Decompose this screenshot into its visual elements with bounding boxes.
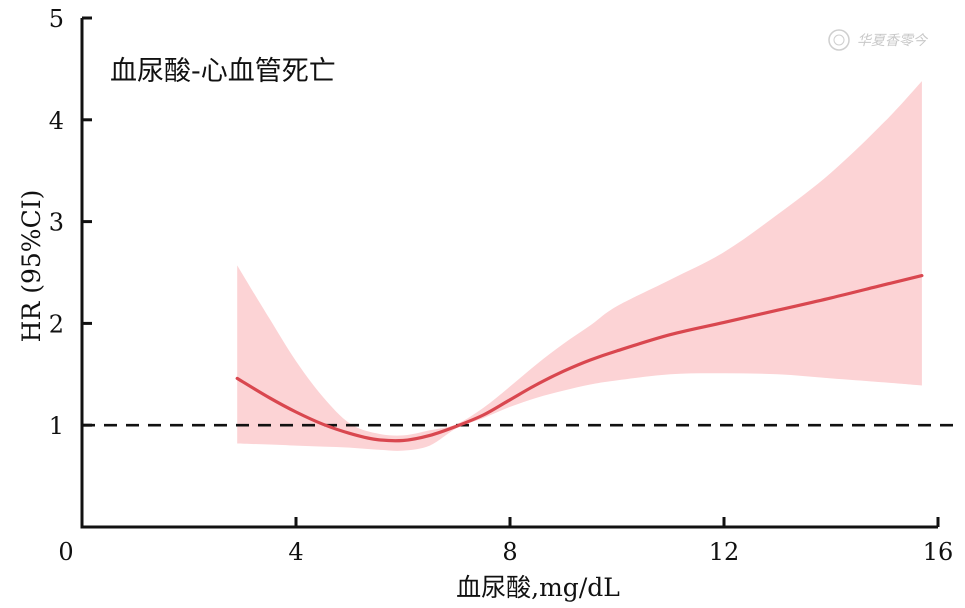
x-axis-title: 血尿酸,mg/dL (456, 573, 620, 602)
y-axis-title: HR (95%CI) (17, 190, 46, 343)
hr-curve (235, 274, 924, 443)
y-tick-label: 4 (49, 107, 64, 135)
y-tick-label: 3 (49, 209, 64, 237)
y-tick-label: 2 (49, 310, 64, 338)
watermark: 华夏香零今 (828, 29, 929, 51)
watermark-text: 华夏香零今 (857, 33, 929, 49)
x-tick-label: 8 (502, 538, 517, 566)
x-tick-label: 4 (288, 538, 303, 566)
x-tick-label: 0 (58, 538, 73, 566)
chart-title: 血尿酸-心血管死亡 (110, 56, 336, 87)
y-tick-label: 1 (49, 412, 64, 440)
hr-line-layer (235, 274, 924, 443)
ci-band (237, 81, 922, 451)
x-tick-label: 16 (923, 538, 954, 566)
ci-band-layer (237, 81, 922, 451)
x-tick-label: 12 (709, 538, 740, 566)
watermark-seal-icon (828, 29, 850, 51)
axes (80, 16, 940, 529)
watermark-seal-inner-icon (833, 34, 845, 46)
y-tick-label: 5 (49, 5, 64, 33)
